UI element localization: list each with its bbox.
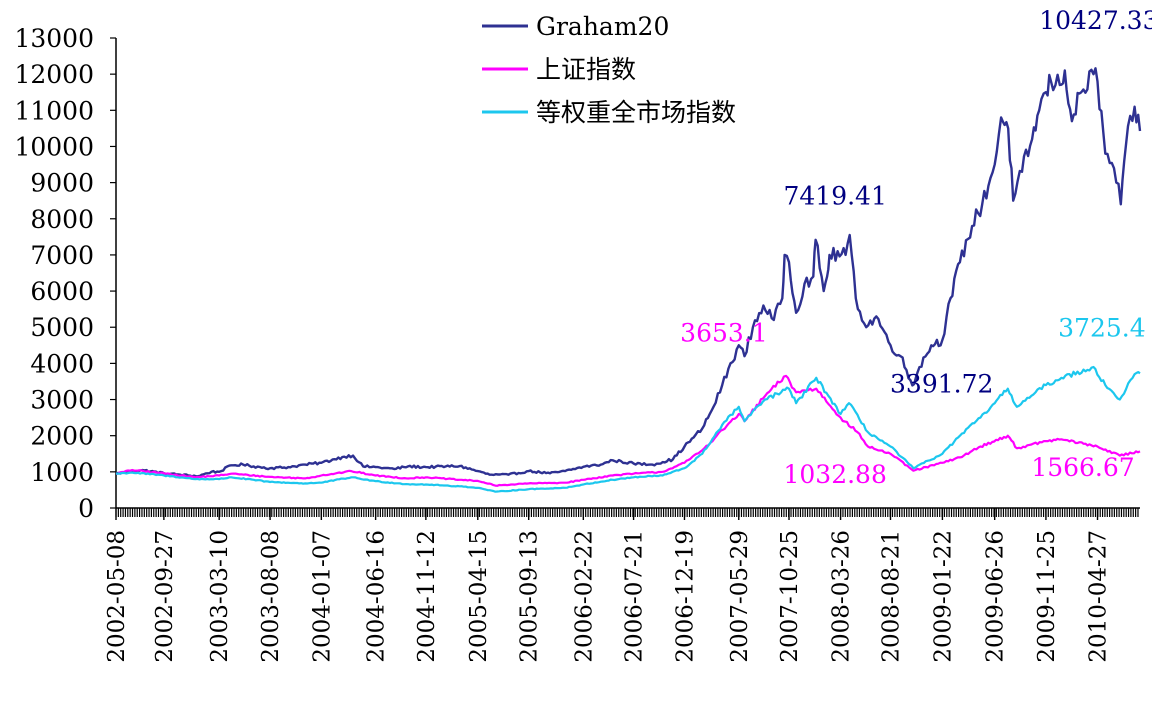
y-tick-label: 13000 [14,24,94,53]
legend-label: 上证指数 [536,55,636,84]
y-tick-label: 5000 [30,313,94,342]
y-tick-label: 0 [78,494,94,523]
y-tick-label: 6000 [30,277,94,306]
x-tick-label: 2008-03-26 [829,530,855,663]
x-tick-label: 2007-05-29 [727,530,753,663]
data-label: 7419.41 [783,181,886,210]
x-tick-label: 2010-04-27 [1086,530,1112,663]
x-tick-label: 2004-01-07 [309,530,335,663]
x-tick-label: 2005-09-13 [517,530,543,663]
y-tick-label: 9000 [30,169,94,198]
series-lines [115,67,1142,493]
y-tick-label: 11000 [14,96,94,125]
x-tick-label: 2008-08-21 [879,530,905,663]
x-tick-label: 2004-11-12 [414,530,440,663]
x-minor-ticks [115,508,1139,517]
y-tick-label: 8000 [30,205,94,234]
x-tick-label: 2007-10-25 [777,530,803,663]
x-tick-label: 2004-06-16 [364,530,390,663]
data-label: 10427.33 [1039,6,1152,35]
y-tick-label: 1000 [30,458,94,487]
x-tick-label: 2006-12-19 [673,530,699,663]
legend-label: Graham20 [536,12,669,41]
x-tick-label: 2006-07-21 [622,530,648,663]
data-label: 1032.88 [783,460,886,489]
x-tick-label: 2003-08-08 [258,530,284,663]
x-tick-label: 2002-09-27 [152,530,178,663]
y-tick-label: 4000 [30,349,94,378]
data-label: 3653.1 [680,319,767,348]
y-tick-label: 7000 [30,241,94,270]
y-axis-ticks: 0 1000 2000 3000 4000 5000 6000 7000 8000 9000 100… [14,24,116,523]
legend-label: 等权重全市场指数 [536,98,736,127]
data-label: 3391.72 [890,369,993,398]
y-tick-label: 2000 [30,422,94,451]
x-tick-label: 2009-01-22 [930,530,956,663]
series-line-graham20 [115,67,1142,478]
series-line-equal-weight-index [115,365,1141,493]
data-label: 1566.67 [1031,453,1134,482]
y-tick-label: 12000 [14,60,94,89]
annotations: 10427.33 7419.41 3653.1 3725.4 3391.72 1032.8… [680,6,1152,489]
series-line-shanghai-index [116,374,1141,487]
x-tick-label: 2009-06-26 [983,530,1009,663]
y-tick-label: 3000 [30,386,94,415]
y-tick-label: 10000 [14,132,94,161]
data-label: 3725.4 [1058,313,1145,342]
x-tick-label: 2009-11-25 [1034,530,1060,663]
x-tick-label: 2006-02-22 [571,530,597,663]
x-tick-label: 2002-05-08 [104,530,130,663]
x-tick-label: 2005-04-15 [466,530,492,663]
x-tick-label: 2003-03-10 [207,530,233,663]
x-axis-ticks: 2002-05-08 2002-09-27 2003-03-10 2003-08-08… [104,508,1139,663]
